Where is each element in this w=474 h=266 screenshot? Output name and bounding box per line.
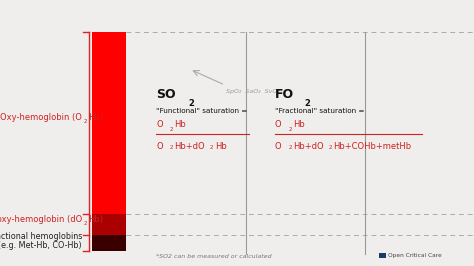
Text: SO: SO <box>156 88 176 101</box>
Text: Dysfunctional hemoglobins: Dysfunctional hemoglobins <box>0 232 82 241</box>
Text: 2: 2 <box>170 145 173 150</box>
Text: Oxy-hemoglobin (O: Oxy-hemoglobin (O <box>0 113 82 122</box>
Text: O: O <box>275 120 282 129</box>
Text: Hb: Hb <box>174 120 186 129</box>
Text: 2: 2 <box>83 119 87 123</box>
Text: 2: 2 <box>189 99 194 108</box>
Text: 2: 2 <box>305 99 310 108</box>
Bar <box>92 32 126 214</box>
Text: 2: 2 <box>83 221 87 226</box>
Text: Hb+COHb+metHb: Hb+COHb+metHb <box>333 142 411 151</box>
Text: Deoxy-hemoglobin (dO: Deoxy-hemoglobin (dO <box>0 215 82 224</box>
Text: Hb: Hb <box>293 120 305 129</box>
Text: O: O <box>156 120 163 129</box>
Text: 2: 2 <box>210 145 213 150</box>
Text: Hb+dO: Hb+dO <box>293 142 324 151</box>
Text: Hb): Hb) <box>88 113 103 122</box>
Text: 2: 2 <box>288 127 292 132</box>
Bar <box>92 214 126 235</box>
Text: O: O <box>275 142 282 151</box>
Text: "Fractional" saturation =: "Fractional" saturation = <box>275 108 365 114</box>
Text: (e.g. Met-Hb, CO-Hb): (e.g. Met-Hb, CO-Hb) <box>0 241 82 250</box>
Bar <box>379 253 386 258</box>
Text: 2: 2 <box>170 127 173 132</box>
Text: *SO2 can be measured or calculated: *SO2 can be measured or calculated <box>156 254 272 259</box>
Text: SpO₂  SaO₂  SvO₂: SpO₂ SaO₂ SvO₂ <box>226 89 280 94</box>
Bar <box>92 235 126 251</box>
Text: FO: FO <box>275 88 294 101</box>
Text: "Functional" saturation =: "Functional" saturation = <box>156 108 248 114</box>
Text: 2: 2 <box>328 145 332 150</box>
Text: Hb: Hb <box>215 142 227 151</box>
Text: Hb+dO: Hb+dO <box>174 142 205 151</box>
Text: O: O <box>156 142 163 151</box>
Text: Hb): Hb) <box>88 215 103 224</box>
Text: Open Critical Care: Open Critical Care <box>388 253 441 258</box>
Text: 2: 2 <box>288 145 292 150</box>
